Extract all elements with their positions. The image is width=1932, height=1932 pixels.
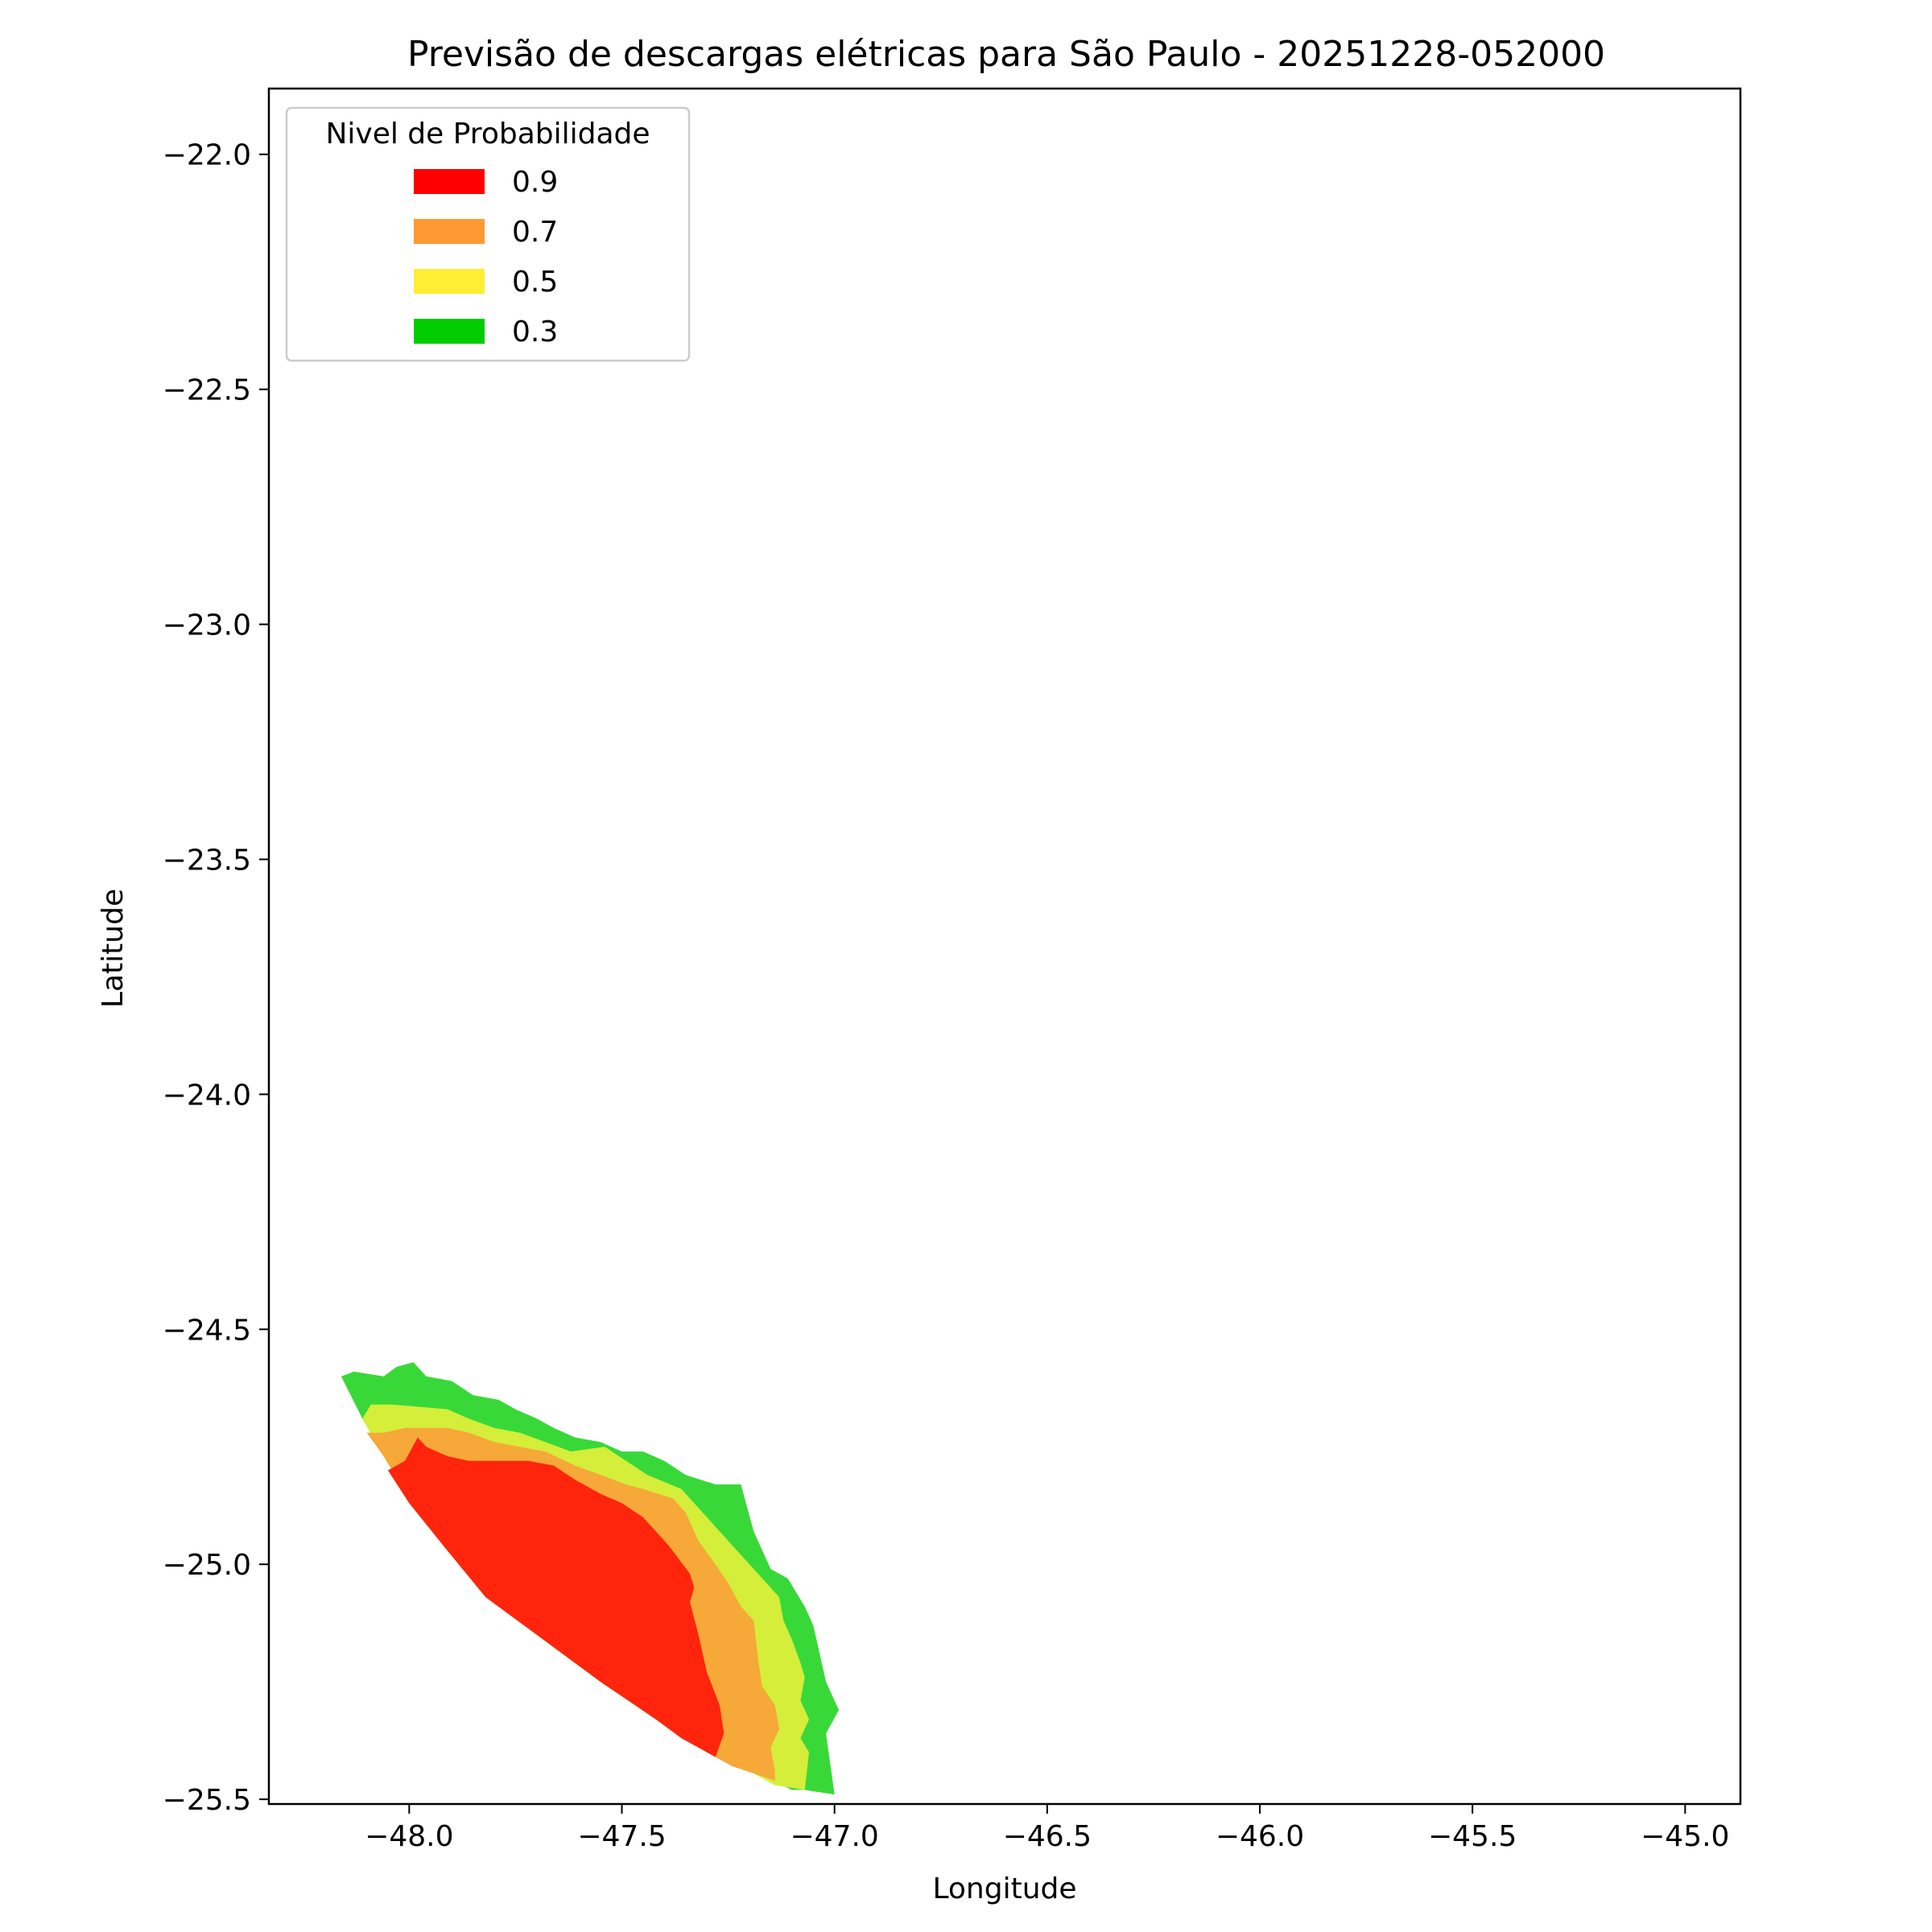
legend-label: 0.7 bbox=[512, 216, 558, 249]
y-tick-label: −22.0 bbox=[163, 139, 251, 172]
plot-frame bbox=[267, 87, 1742, 1806]
x-axis-label: Longitude bbox=[932, 1872, 1076, 1905]
x-tick-label: −47.5 bbox=[577, 1820, 666, 1853]
x-tick-label: −46.5 bbox=[1003, 1820, 1092, 1853]
legend-swatch bbox=[414, 319, 485, 344]
y-axis: −22.0 −22.5 −23.0 −23.5 −24.0 −24.5 −25.0 −25.5 bbox=[163, 139, 269, 1817]
y-tick-label: −24.0 bbox=[163, 1079, 251, 1112]
legend-entries: 0.9 0.7 0.5 0.3 bbox=[414, 166, 558, 349]
legend-swatch bbox=[414, 169, 485, 194]
y-tick-label: −23.5 bbox=[163, 844, 251, 877]
legend-label: 0.3 bbox=[512, 316, 558, 349]
x-tick-label: −46.0 bbox=[1216, 1820, 1304, 1853]
y-axis-label: Latitude bbox=[97, 889, 130, 1008]
y-tick-label: −25.0 bbox=[163, 1549, 251, 1582]
legend-title: Nivel de Probabilidade bbox=[325, 118, 650, 151]
legend-swatch bbox=[414, 219, 485, 244]
legend: Nivel de Probabilidade 0.9 0.7 0.5 0.3 bbox=[285, 106, 691, 362]
x-tick-label: −45.0 bbox=[1641, 1820, 1729, 1853]
x-tick-label: −48.0 bbox=[365, 1820, 453, 1853]
legend-label: 0.5 bbox=[512, 266, 558, 299]
legend-box bbox=[285, 106, 691, 362]
legend-swatch bbox=[414, 269, 485, 294]
x-tick-label: −47.0 bbox=[791, 1820, 879, 1853]
y-tick-label: −23.0 bbox=[163, 609, 251, 642]
x-axis: −48.0 −47.5 −47.0 −46.5 −46.0 −45.5 −45.0 bbox=[365, 1804, 1729, 1853]
legend-label: 0.9 bbox=[512, 166, 558, 199]
contour-level-0-9 bbox=[387, 1437, 724, 1757]
y-tick-label: −22.5 bbox=[163, 374, 251, 407]
x-tick-label: −45.5 bbox=[1428, 1820, 1517, 1853]
y-tick-label: −24.5 bbox=[163, 1314, 251, 1347]
y-tick-label: −25.5 bbox=[163, 1784, 251, 1817]
contour-layers bbox=[341, 1362, 839, 1795]
chart-title: Previsão de descargas elétricas para São… bbox=[407, 34, 1605, 75]
plot-area bbox=[267, 87, 1742, 1806]
